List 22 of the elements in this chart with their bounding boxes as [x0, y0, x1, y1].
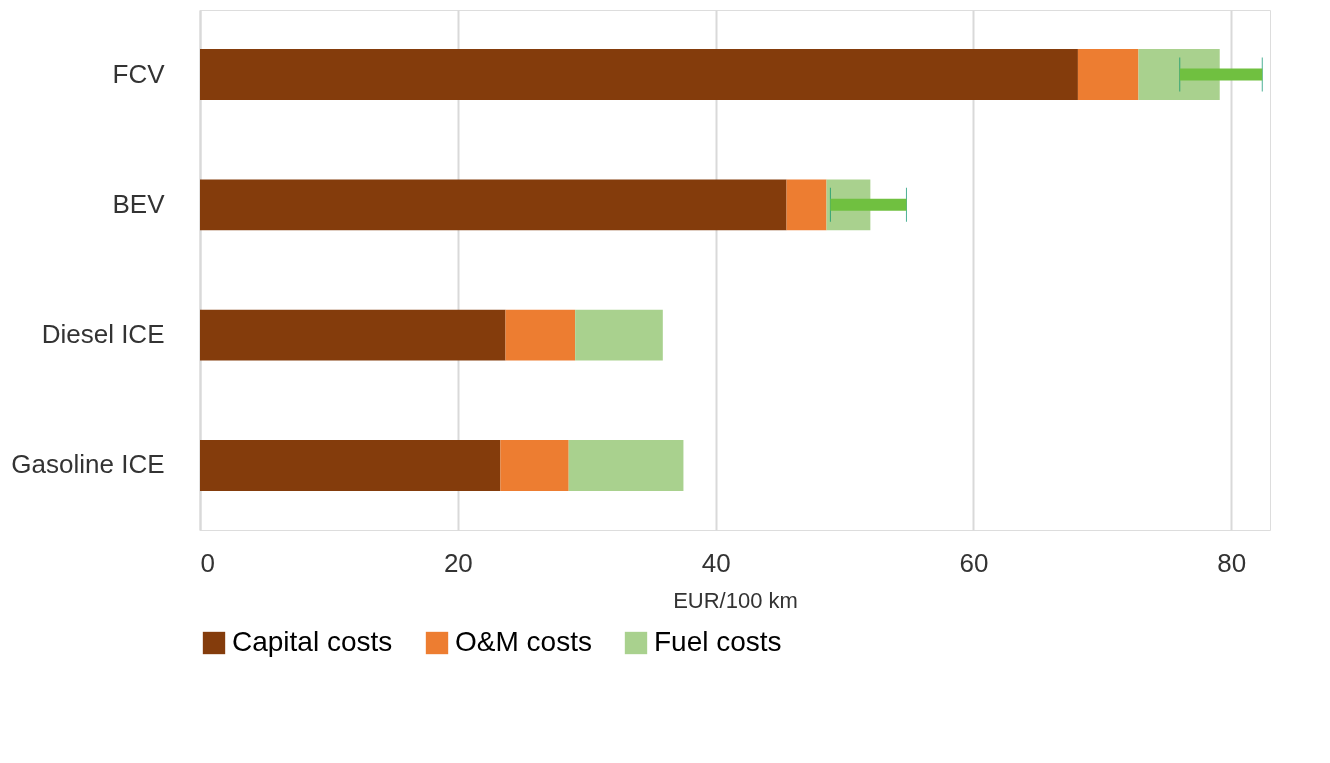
y-tick-label: Gasoline ICE [11, 449, 165, 480]
x-tick-label: 60 [959, 547, 989, 578]
y-tick-label: BEV [112, 188, 166, 219]
bar [505, 309, 576, 361]
bar [200, 309, 506, 361]
legend-label: Fuel costs [654, 626, 782, 657]
bar [575, 309, 663, 361]
bar [200, 179, 787, 231]
bar [200, 440, 501, 491]
y-tick-label: Diesel ICE [41, 319, 165, 350]
legend-label: O&M costs [455, 626, 592, 657]
x-tick-label: 0 [200, 547, 215, 578]
x-axis-title: EUR/100 km [673, 587, 798, 613]
bar [568, 440, 684, 491]
x-tick-label: 40 [701, 547, 731, 578]
x-tick-label: 20 [443, 547, 473, 578]
legend-label: Capital costs [232, 626, 393, 657]
bar [200, 49, 1078, 100]
bar [500, 440, 569, 491]
x-tick-label: 80 [1217, 547, 1247, 578]
bar [1077, 49, 1139, 100]
y-tick-label: FCV [112, 58, 166, 89]
